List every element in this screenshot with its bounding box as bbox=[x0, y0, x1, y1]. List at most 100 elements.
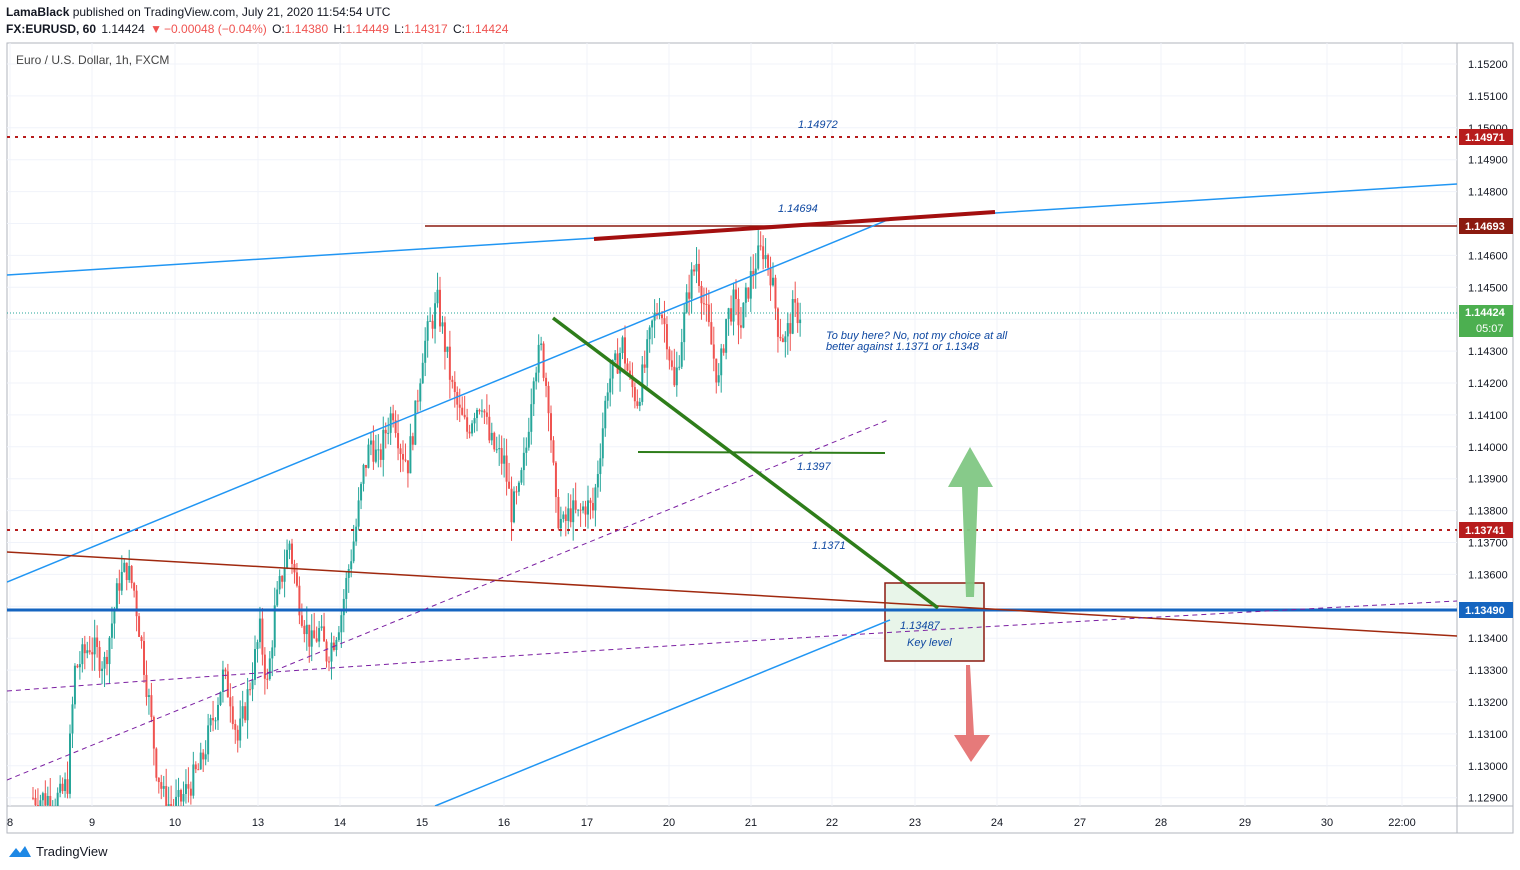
candle-body bbox=[737, 298, 740, 326]
candle-body bbox=[628, 370, 631, 376]
candle-body bbox=[234, 724, 237, 730]
price-tick-label: 1.14300 bbox=[1468, 346, 1508, 358]
time-tick-label: 15 bbox=[416, 817, 428, 829]
candle-body bbox=[517, 482, 520, 492]
candle-body bbox=[165, 786, 168, 806]
candle-body bbox=[88, 650, 91, 653]
price-chart[interactable]: 1.152001.151001.150001.149001.148001.147… bbox=[0, 0, 1520, 840]
candle-body bbox=[52, 809, 54, 811]
price-tick-label: 1.15100 bbox=[1468, 91, 1508, 103]
candle-body bbox=[189, 788, 192, 796]
candle-body bbox=[424, 340, 427, 363]
candle-body bbox=[591, 502, 594, 511]
price-tick-label: 1.13000 bbox=[1468, 761, 1508, 773]
candle-body bbox=[673, 366, 676, 386]
candle-body bbox=[268, 658, 271, 680]
candle-body bbox=[611, 359, 614, 379]
candle-body bbox=[147, 695, 150, 697]
candle-body bbox=[162, 786, 165, 789]
candle-body bbox=[229, 697, 232, 707]
candle-body bbox=[439, 289, 441, 327]
candle-body bbox=[525, 447, 528, 453]
candle-body bbox=[404, 459, 407, 461]
candle-body bbox=[32, 797, 34, 799]
candle-body bbox=[103, 656, 106, 669]
time-tick-label: 23 bbox=[909, 817, 921, 829]
price-axis[interactable]: 1.152001.151001.150001.149001.148001.147… bbox=[1468, 59, 1508, 805]
candle-body bbox=[49, 795, 52, 806]
candle-body bbox=[463, 414, 466, 418]
candle-body bbox=[160, 782, 163, 789]
candle-body bbox=[461, 407, 464, 415]
resistance-thick-segment bbox=[593, 210, 996, 241]
time-tick-label: 29 bbox=[1239, 817, 1251, 829]
price-tick-label: 1.13200 bbox=[1468, 697, 1508, 709]
candle-body bbox=[690, 269, 693, 299]
price-level-badge bbox=[1459, 602, 1513, 618]
candle-body bbox=[135, 590, 138, 617]
candle-body bbox=[779, 336, 782, 339]
candle-body bbox=[59, 783, 62, 793]
candle-body bbox=[545, 377, 548, 386]
candle-body bbox=[493, 432, 496, 450]
candle-body bbox=[416, 400, 419, 402]
candle-body bbox=[379, 449, 382, 460]
candle-body bbox=[39, 800, 42, 806]
candle-body bbox=[621, 337, 624, 354]
candle-body bbox=[794, 299, 797, 303]
candle-body bbox=[735, 289, 737, 299]
candle-body bbox=[559, 518, 562, 529]
candle-body bbox=[791, 299, 794, 334]
annotation-text: 1.1371 bbox=[812, 540, 846, 552]
candle-body bbox=[619, 353, 622, 374]
candle-body bbox=[759, 245, 762, 247]
price-tick-label: 1.13800 bbox=[1468, 506, 1508, 518]
candle-body bbox=[184, 784, 187, 794]
price-tick-label: 1.14600 bbox=[1468, 250, 1508, 262]
candle-body bbox=[93, 637, 96, 655]
time-tick-label: 27 bbox=[1074, 817, 1086, 829]
candle-body bbox=[535, 372, 538, 382]
price-tick-label: 1.14000 bbox=[1468, 442, 1508, 454]
symbol-label: FX:EURUSD, 60 bbox=[6, 22, 97, 36]
candle-body bbox=[320, 626, 323, 629]
countdown-text: 05:07 bbox=[1476, 323, 1504, 335]
candle-body bbox=[661, 314, 663, 319]
time-axis[interactable]: 8 9 10 13 14 15 16 17 20 21 22 23 24 27 28 29 30 22:00 bbox=[7, 817, 1416, 829]
candle-body bbox=[194, 764, 197, 770]
candle-body bbox=[286, 549, 289, 569]
price-tick-label: 1.13100 bbox=[1468, 729, 1508, 741]
candle-body bbox=[451, 379, 454, 382]
candle-body bbox=[357, 500, 360, 527]
candle-body bbox=[69, 733, 71, 794]
candle-body bbox=[337, 632, 340, 640]
candle-body bbox=[406, 460, 409, 474]
candle-body bbox=[41, 793, 44, 801]
candle-body bbox=[480, 410, 483, 412]
candle-body bbox=[81, 644, 84, 665]
candle-body bbox=[61, 783, 64, 792]
candle-body bbox=[710, 322, 713, 345]
candle-body bbox=[764, 255, 767, 260]
candle-body bbox=[261, 618, 264, 655]
candle-body bbox=[360, 483, 363, 501]
close-label: C: bbox=[452, 22, 465, 36]
candle-body bbox=[118, 583, 121, 591]
candle-body bbox=[130, 565, 133, 584]
candle-body bbox=[776, 308, 779, 337]
time-tick-label: 8 bbox=[7, 817, 13, 829]
candle-body bbox=[392, 413, 395, 421]
candle-body bbox=[426, 321, 429, 341]
candle-body bbox=[431, 320, 434, 329]
candle-body bbox=[73, 665, 76, 705]
candle-body bbox=[167, 804, 170, 806]
open-label: O: bbox=[272, 22, 285, 36]
annotation-text: To buy here? No, not my choice at all bbox=[826, 330, 1008, 342]
candle-body bbox=[695, 263, 698, 272]
candle-body bbox=[330, 642, 333, 662]
candle-body bbox=[239, 718, 242, 741]
candle-body bbox=[115, 583, 118, 610]
candle-body bbox=[249, 689, 252, 691]
candle-body bbox=[527, 431, 530, 448]
candle-body bbox=[414, 400, 417, 445]
